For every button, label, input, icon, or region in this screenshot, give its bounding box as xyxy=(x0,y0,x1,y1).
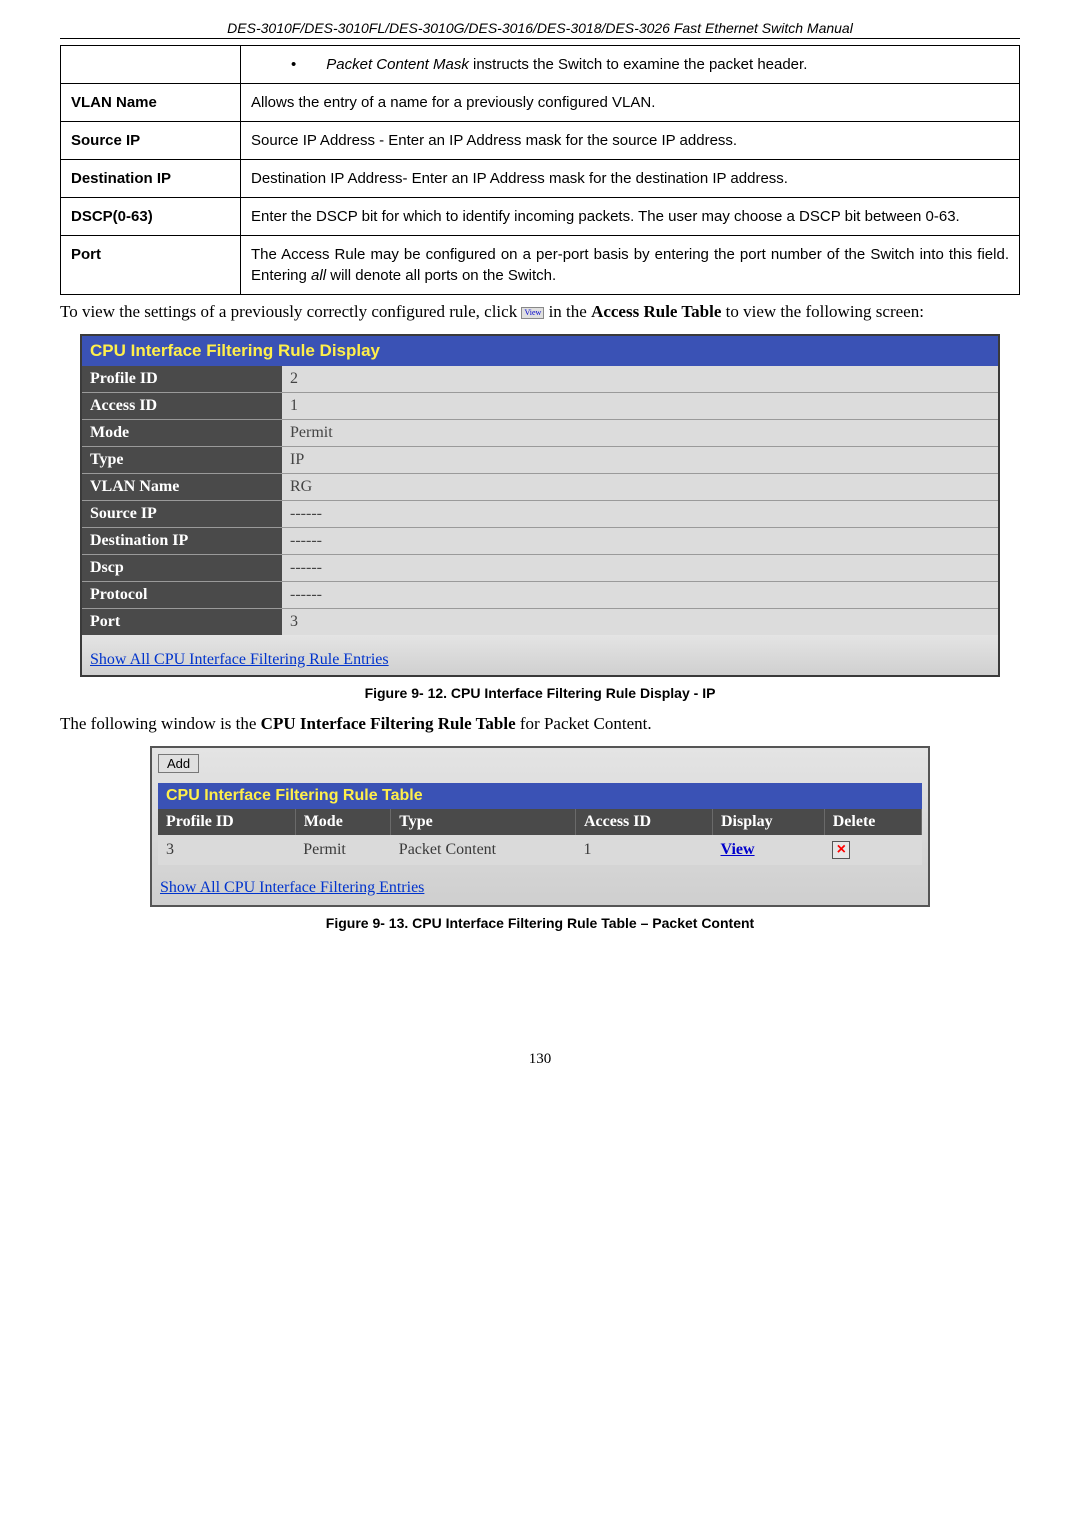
param-desc: Destination IP Address- Enter an IP Addr… xyxy=(241,160,1020,198)
cell-profile: 3 xyxy=(158,835,295,865)
param-label xyxy=(61,46,241,84)
kv-key: Mode xyxy=(82,419,282,446)
param-desc: Allows the entry of a name for a previou… xyxy=(241,84,1020,122)
kv-value: 2 xyxy=(282,366,998,393)
kv-key: Source IP xyxy=(82,500,282,527)
rule-display-title: CPU Interface Filtering Rule Display xyxy=(82,336,998,366)
column-header: Display xyxy=(713,809,825,835)
param-label: Source IP xyxy=(61,122,241,160)
kv-value: Permit xyxy=(282,419,998,446)
rule-display-panel: CPU Interface Filtering Rule Display Pro… xyxy=(80,334,1000,677)
kv-key: Profile ID xyxy=(82,366,282,393)
kv-value: ------ xyxy=(282,581,998,608)
kv-value: ------ xyxy=(282,500,998,527)
show-all-entries-link[interactable]: Show All CPU Interface Filtering Entries xyxy=(160,879,424,896)
param-desc: Enter the DSCP bit for which to identify… xyxy=(241,198,1020,236)
kv-value: RG xyxy=(282,473,998,500)
param-desc: •Packet Content Mask instructs the Switc… xyxy=(241,46,1020,84)
cell-type: Packet Content xyxy=(391,835,576,865)
kv-value: IP xyxy=(282,446,998,473)
kv-value: 3 xyxy=(282,608,998,635)
page-number: 130 xyxy=(60,1051,1020,1068)
param-label: Port xyxy=(61,236,241,295)
column-header: Mode xyxy=(295,809,391,835)
param-desc: Source IP Address - Enter an IP Address … xyxy=(241,122,1020,160)
kv-value: 1 xyxy=(282,392,998,419)
cell-mode: Permit xyxy=(295,835,391,865)
rule-table-panel: Add CPU Interface Filtering Rule Table P… xyxy=(150,746,930,907)
rule-table: Profile IDModeTypeAccess IDDisplayDelete… xyxy=(158,809,922,865)
kv-key: Access ID xyxy=(82,392,282,419)
cell-access: 1 xyxy=(575,835,712,865)
column-header: Access ID xyxy=(575,809,712,835)
kv-key: Protocol xyxy=(82,581,282,608)
kv-key: Type xyxy=(82,446,282,473)
parameter-table: •Packet Content Mask instructs the Switc… xyxy=(60,45,1020,295)
param-label: VLAN Name xyxy=(61,84,241,122)
show-all-rules-link[interactable]: Show All CPU Interface Filtering Rule En… xyxy=(90,651,389,668)
view-link[interactable]: View xyxy=(721,841,755,858)
column-header: Profile ID xyxy=(158,809,295,835)
kv-value: ------ xyxy=(282,527,998,554)
cell-display: View xyxy=(713,835,825,865)
kv-key: Destination IP xyxy=(82,527,282,554)
view-icon[interactable]: View xyxy=(521,307,544,319)
kv-value: ------ xyxy=(282,554,998,581)
table-row: 3 Permit Packet Content 1 View × xyxy=(158,835,922,865)
paragraph-2: The following window is the CPU Interfac… xyxy=(60,713,1020,736)
kv-key: Port xyxy=(82,608,282,635)
rule-display-table: Profile ID2Access ID1ModePermitTypeIPVLA… xyxy=(82,366,998,635)
param-label: DSCP(0-63) xyxy=(61,198,241,236)
figure-caption-2: Figure 9- 13. CPU Interface Filtering Ru… xyxy=(60,915,1020,931)
rule-table-title: CPU Interface Filtering Rule Table xyxy=(158,783,922,809)
add-button[interactable]: Add xyxy=(158,754,199,773)
column-header: Delete xyxy=(824,809,921,835)
delete-button[interactable]: × xyxy=(832,841,850,859)
kv-key: VLAN Name xyxy=(82,473,282,500)
cell-delete: × xyxy=(824,835,921,865)
kv-key: Dscp xyxy=(82,554,282,581)
figure-caption-1: Figure 9- 12. CPU Interface Filtering Ru… xyxy=(60,685,1020,701)
param-desc: The Access Rule may be configured on a p… xyxy=(241,236,1020,295)
page-header: DES-3010F/DES-3010FL/DES-3010G/DES-3016/… xyxy=(60,20,1020,39)
param-label: Destination IP xyxy=(61,160,241,198)
column-header: Type xyxy=(391,809,576,835)
paragraph-1: To view the settings of a previously cor… xyxy=(60,301,1020,324)
